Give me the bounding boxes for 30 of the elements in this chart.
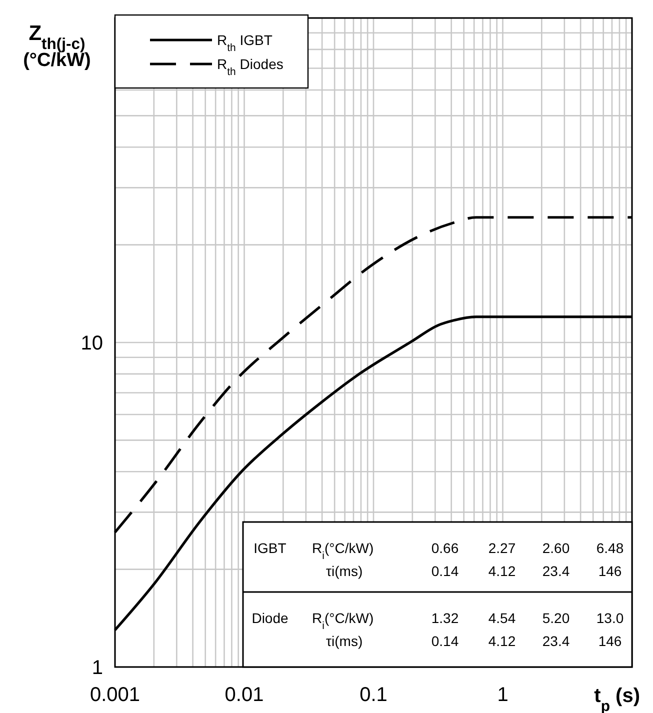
annotation: Diode — [252, 610, 288, 626]
annotation: R$_{i}$(°C/kW) — [312, 540, 374, 562]
annotation: R$_{i}$(°C/kW) — [312, 610, 374, 632]
annotation: 0.14 — [431, 563, 459, 579]
annotation: 146 — [598, 633, 622, 649]
x-tick-label: 1 — [497, 684, 508, 706]
annotation: IGBT — [254, 540, 287, 556]
y-tick-label: 10 — [80, 332, 103, 354]
annotation: 4.12 — [488, 563, 516, 579]
legend-label: R$_{th}$ IGBT — [217, 32, 273, 54]
x-tick-label: 0.01 — [224, 684, 264, 706]
annotation: 23.4 — [542, 563, 570, 579]
annotation: 5.20 — [542, 610, 570, 626]
x-tick-label: 0.1 — [360, 684, 388, 706]
legend-label: R$_{th}$ Diodes — [217, 56, 284, 78]
annotation: 13.0 — [596, 610, 624, 626]
annotation: 146 — [598, 563, 622, 579]
annotation: 23.4 — [542, 633, 570, 649]
annotation: 0.66 — [431, 540, 459, 556]
annotation: τi(ms) — [326, 633, 363, 649]
annotation: 4.54 — [488, 610, 516, 626]
x-tick-label: 0.001 — [90, 684, 140, 706]
annotation: 1.32 — [431, 610, 459, 626]
annotation: 2.27 — [488, 540, 516, 556]
annotation: 2.60 — [542, 540, 570, 556]
annotation: 0.14 — [431, 633, 459, 649]
annotation: τi(ms) — [326, 563, 363, 579]
y-axis-title: Z$_{th(j-c)}$ (°C/kW) — [23, 22, 91, 71]
annotation: 6.48 — [596, 540, 624, 556]
annotation: 4.12 — [488, 633, 516, 649]
